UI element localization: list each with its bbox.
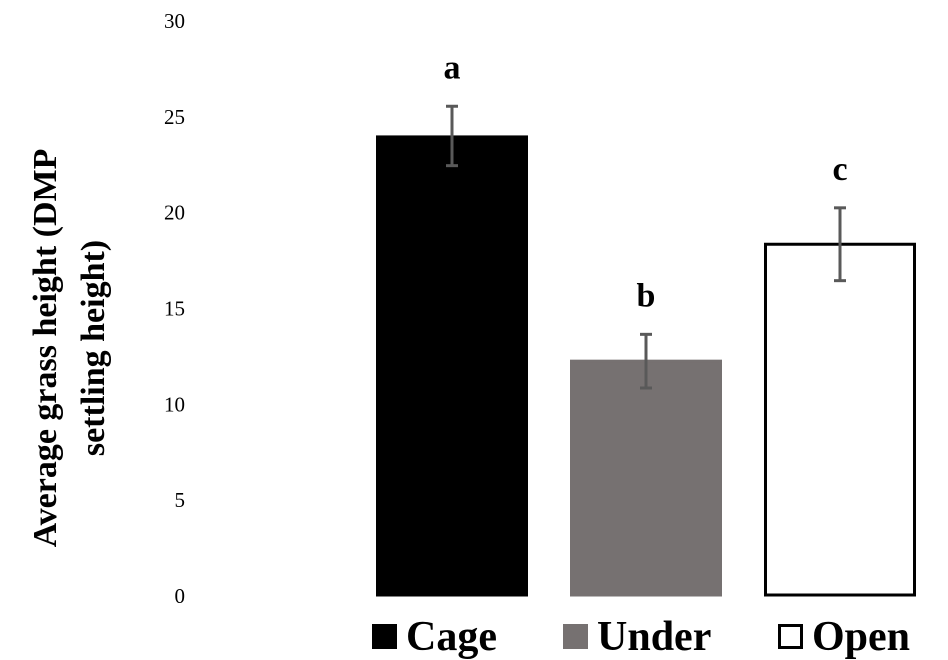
y-tick-label: 5 [175,488,186,512]
legend-swatch-open [778,624,803,649]
legend-swatch-under [563,624,588,649]
y-tick-label: 20 [164,201,185,225]
significance-letter-cage: a [444,49,461,86]
y-tick-label: 25 [164,105,185,129]
error-bar-open [834,206,846,283]
y-tick-label: 0 [175,584,186,608]
legend-swatch-cage [372,624,397,649]
bars: a b c [376,49,916,597]
bar-under [570,359,722,597]
y-axis-title-line-2: settling height) [75,240,112,456]
significance-letter-open: c [832,151,847,188]
y-tick-label: 10 [164,392,185,416]
error-bar-under [640,332,652,390]
y-axis-title: Average grass height (DMP settling heigh… [27,149,112,548]
y-tick-label: 15 [164,297,185,321]
y-tick-labels: 0 5 10 15 20 25 30 [164,9,185,608]
bar-open [764,242,916,597]
y-axis-title-line-1: Average grass height (DMP [27,149,64,548]
legend-label-under: Under [597,614,711,660]
bar-cage [376,135,528,597]
significance-letter-under: b [637,277,656,314]
error-bar-cage [446,104,458,168]
legend-label-cage: Cage [406,614,497,660]
legend: Cage Under Open [372,614,910,660]
legend-label-open: Open [812,614,910,660]
y-tick-label: 30 [164,9,185,33]
